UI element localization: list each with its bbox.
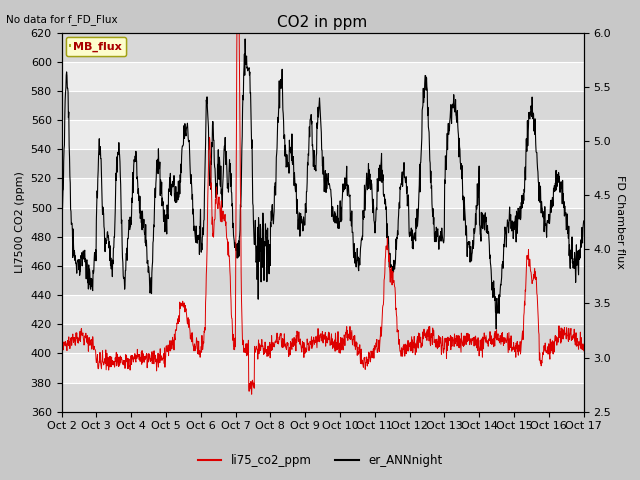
Bar: [61, 149, 584, 179]
Bar: [61, 324, 584, 353]
Bar: [61, 179, 584, 207]
Bar: [61, 91, 584, 120]
Legend: li75_co2_ppm, er_ANNnight: li75_co2_ppm, er_ANNnight: [193, 449, 447, 472]
Legend: MB_flux: MB_flux: [66, 37, 126, 56]
Bar: [61, 207, 584, 237]
Bar: [61, 62, 584, 91]
Bar: [61, 120, 584, 149]
Bar: [61, 33, 584, 62]
Bar: [61, 295, 584, 324]
Bar: [61, 237, 584, 266]
Y-axis label: FD Chamber flux: FD Chamber flux: [615, 175, 625, 269]
Text: No data for f_FD_Flux: No data for f_FD_Flux: [6, 14, 118, 25]
Bar: [61, 353, 584, 383]
Title: CO2 in ppm: CO2 in ppm: [278, 15, 368, 30]
Bar: [61, 383, 584, 412]
Y-axis label: LI7500 CO2 (ppm): LI7500 CO2 (ppm): [15, 171, 25, 273]
Bar: [61, 266, 584, 295]
